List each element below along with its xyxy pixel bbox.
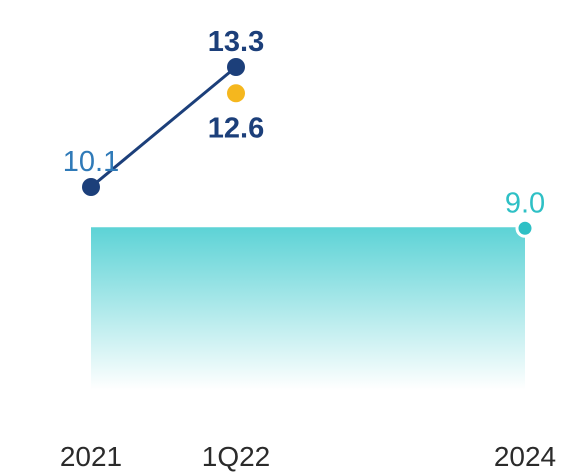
reference-area xyxy=(91,228,525,390)
data-point-0-0 xyxy=(82,178,100,196)
data-label-0-1: 13.3 xyxy=(208,26,264,58)
x-tick-label: 2021 xyxy=(60,441,122,472)
data-label-1-1: 12.6 xyxy=(208,112,264,144)
x-tick-label: 2024 xyxy=(494,441,556,472)
x-tick-label: 1Q22 xyxy=(202,441,271,472)
data-label-2-2: 9.0 xyxy=(505,187,545,219)
data-point-1-1 xyxy=(227,84,245,103)
data-point-0-1 xyxy=(227,58,245,76)
data-label-0-0: 10.1 xyxy=(63,146,119,178)
series-line-0 xyxy=(90,65,237,189)
data-point-2-2 xyxy=(515,218,535,238)
